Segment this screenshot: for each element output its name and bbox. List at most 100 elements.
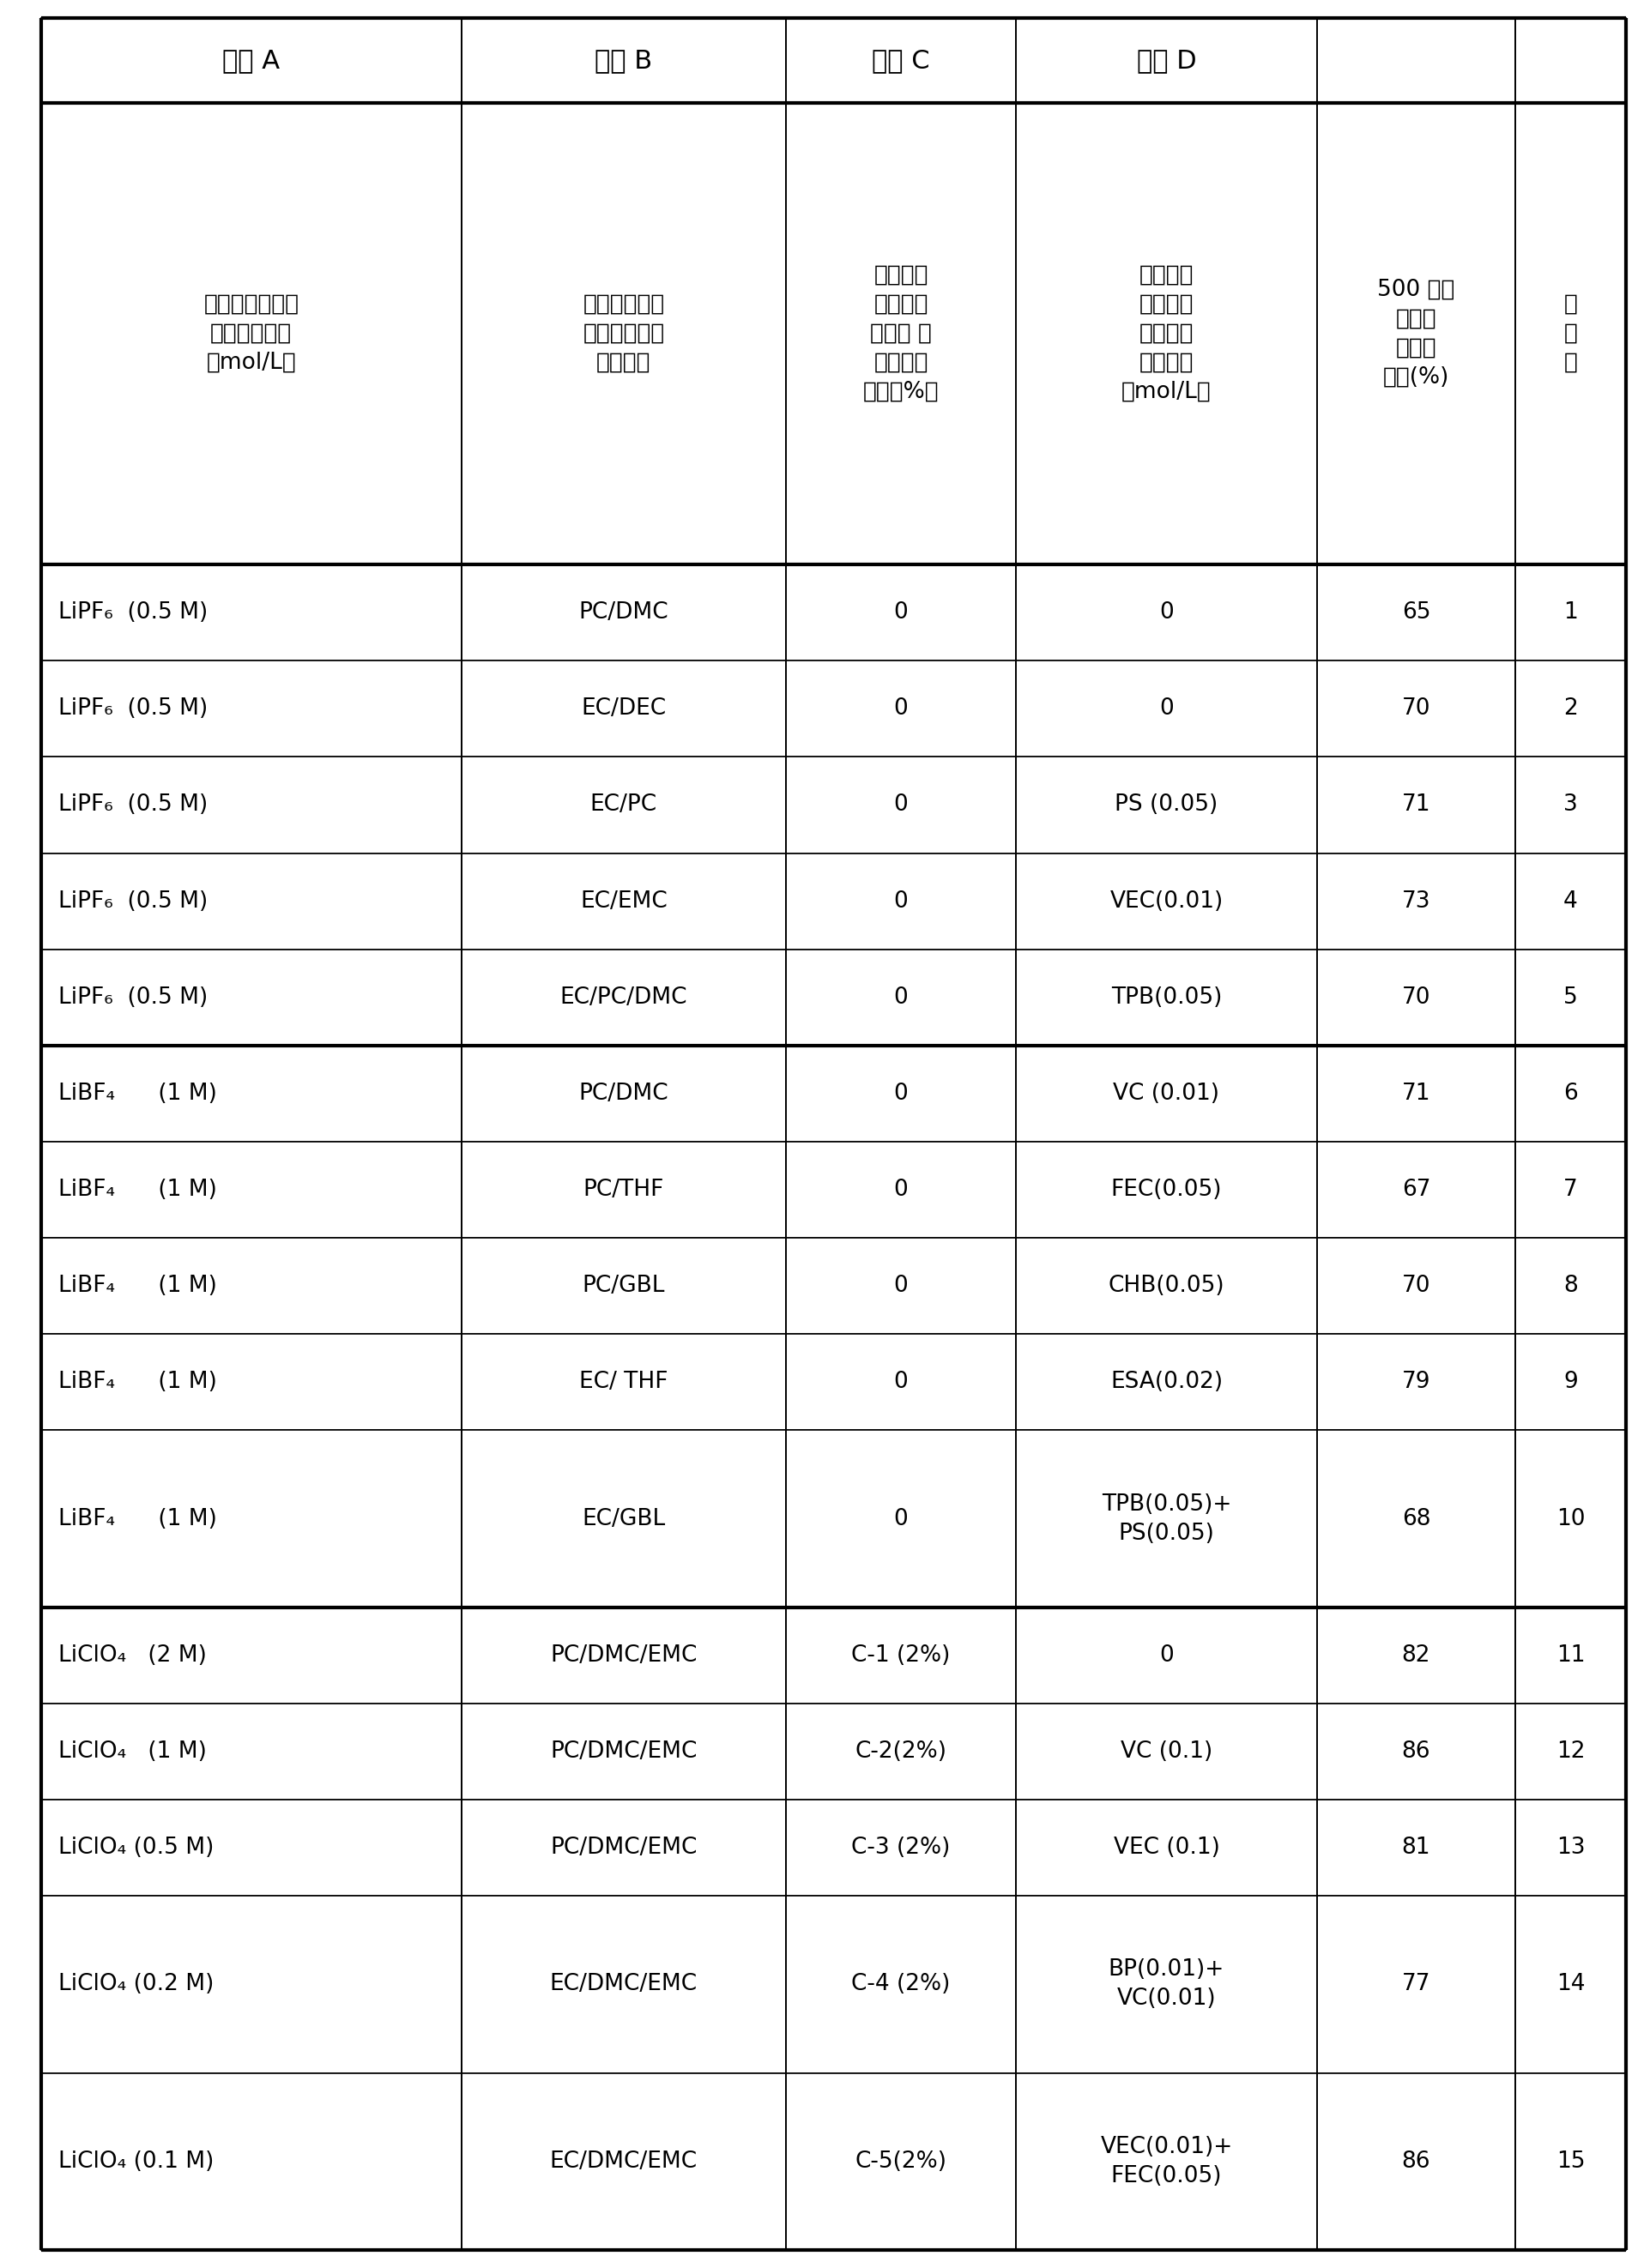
Text: 8: 8 — [1563, 1275, 1577, 1297]
Bar — [460, 102, 785, 565]
Text: CHB(0.05): CHB(0.05) — [1107, 1275, 1224, 1297]
Bar — [1515, 660, 1625, 758]
Bar — [41, 18, 460, 102]
Text: LiBF₄      (1 M): LiBF₄ (1 M) — [58, 1372, 216, 1393]
Text: 67: 67 — [1401, 1179, 1431, 1202]
Text: 电解质溶液中
各种溶剂均为
等体积比: 电解质溶液中 各种溶剂均为 等体积比 — [582, 293, 665, 374]
Text: 10: 10 — [1556, 1508, 1584, 1531]
Text: VEC(0.01): VEC(0.01) — [1109, 889, 1223, 912]
Text: 0: 0 — [893, 1179, 908, 1202]
Text: 0: 0 — [893, 794, 908, 816]
Text: 71: 71 — [1401, 1082, 1431, 1105]
Text: 电解质溶
液中其他
添加剂的
摩尔浓度
（mol/L）: 电解质溶 液中其他 添加剂的 摩尔浓度 （mol/L） — [1120, 263, 1211, 404]
Text: 0: 0 — [893, 889, 908, 912]
Bar — [460, 18, 785, 102]
Bar — [460, 1801, 785, 1896]
Text: 0: 0 — [893, 987, 908, 1009]
Text: PC/DMC/EMC: PC/DMC/EMC — [549, 1837, 696, 1860]
Text: 73: 73 — [1401, 889, 1431, 912]
Text: PC/DMC/EMC: PC/DMC/EMC — [549, 1644, 696, 1667]
Text: EC/EMC: EC/EMC — [579, 889, 667, 912]
Text: 7: 7 — [1563, 1179, 1577, 1202]
Bar — [1015, 1703, 1317, 1801]
Bar — [1317, 18, 1515, 102]
Text: 0: 0 — [893, 601, 908, 624]
Bar — [1015, 758, 1317, 853]
Bar — [1317, 1608, 1515, 1703]
Bar — [1015, 565, 1317, 660]
Text: PS (0.05): PS (0.05) — [1114, 794, 1218, 816]
Text: C-1 (2%): C-1 (2%) — [851, 1644, 950, 1667]
Text: EC/PC: EC/PC — [589, 794, 657, 816]
Text: VC (0.01): VC (0.01) — [1112, 1082, 1219, 1105]
Text: EC/PC/DMC: EC/PC/DMC — [559, 987, 686, 1009]
Text: FEC(0.05): FEC(0.05) — [1110, 1179, 1221, 1202]
Bar — [1515, 758, 1625, 853]
Bar — [41, 565, 460, 660]
Text: 0: 0 — [893, 1372, 908, 1393]
Text: LiPF₆  (0.5 M): LiPF₆ (0.5 M) — [58, 699, 208, 719]
Bar — [41, 1896, 460, 2073]
Bar — [1515, 102, 1625, 565]
Bar — [785, 1801, 1015, 1896]
Text: 0: 0 — [1158, 699, 1173, 719]
Bar — [1015, 950, 1317, 1046]
Text: VEC (0.1): VEC (0.1) — [1112, 1837, 1219, 1860]
Text: 11: 11 — [1556, 1644, 1584, 1667]
Text: LiBF₄      (1 M): LiBF₄ (1 M) — [58, 1179, 216, 1202]
Text: EC/DMC/EMC: EC/DMC/EMC — [549, 2150, 698, 2173]
Bar — [41, 950, 460, 1046]
Bar — [460, 1046, 785, 1141]
Text: C-3 (2%): C-3 (2%) — [851, 1837, 950, 1860]
Text: 65: 65 — [1401, 601, 1431, 624]
Text: 组分 B: 组分 B — [594, 48, 652, 73]
Text: 70: 70 — [1401, 987, 1431, 1009]
Bar — [1317, 102, 1515, 565]
Bar — [1015, 18, 1317, 102]
Text: TPB(0.05): TPB(0.05) — [1110, 987, 1221, 1009]
Bar — [1515, 565, 1625, 660]
Text: PC/DMC: PC/DMC — [579, 1082, 668, 1105]
Bar — [785, 758, 1015, 853]
Bar — [785, 1238, 1015, 1334]
Text: 86: 86 — [1401, 1740, 1431, 1762]
Bar — [785, 102, 1015, 565]
Bar — [1515, 1238, 1625, 1334]
Bar — [1317, 565, 1515, 660]
Bar — [41, 758, 460, 853]
Text: 0: 0 — [893, 1082, 908, 1105]
Text: C-5(2%): C-5(2%) — [855, 2150, 947, 2173]
Bar — [1015, 1141, 1317, 1238]
Bar — [41, 1141, 460, 1238]
Text: LiPF₆  (0.5 M): LiPF₆ (0.5 M) — [58, 987, 208, 1009]
Text: 14: 14 — [1556, 1973, 1584, 1996]
Bar — [785, 853, 1015, 950]
Bar — [41, 1238, 460, 1334]
Bar — [1515, 1334, 1625, 1431]
Text: PC/GBL: PC/GBL — [582, 1275, 665, 1297]
Text: 15: 15 — [1556, 2150, 1584, 2173]
Bar — [460, 1608, 785, 1703]
Bar — [460, 853, 785, 950]
Bar — [460, 950, 785, 1046]
Bar — [1515, 1801, 1625, 1896]
Text: EC/DMC/EMC: EC/DMC/EMC — [549, 1973, 698, 1996]
Bar — [1015, 1608, 1317, 1703]
Bar — [1515, 853, 1625, 950]
Bar — [1515, 1141, 1625, 1238]
Text: EC/DEC: EC/DEC — [581, 699, 667, 719]
Text: C-4 (2%): C-4 (2%) — [851, 1973, 950, 1996]
Bar — [1317, 950, 1515, 1046]
Text: 9: 9 — [1563, 1372, 1577, 1393]
Bar — [460, 1896, 785, 2073]
Text: LiPF₆  (0.5 M): LiPF₆ (0.5 M) — [58, 889, 208, 912]
Bar — [785, 2073, 1015, 2250]
Bar — [1515, 1431, 1625, 1608]
Text: 70: 70 — [1401, 699, 1431, 719]
Bar — [41, 1703, 460, 1801]
Bar — [1317, 1896, 1515, 2073]
Text: 2: 2 — [1563, 699, 1577, 719]
Text: 77: 77 — [1401, 1973, 1431, 1996]
Bar — [41, 102, 460, 565]
Bar — [1015, 1334, 1317, 1431]
